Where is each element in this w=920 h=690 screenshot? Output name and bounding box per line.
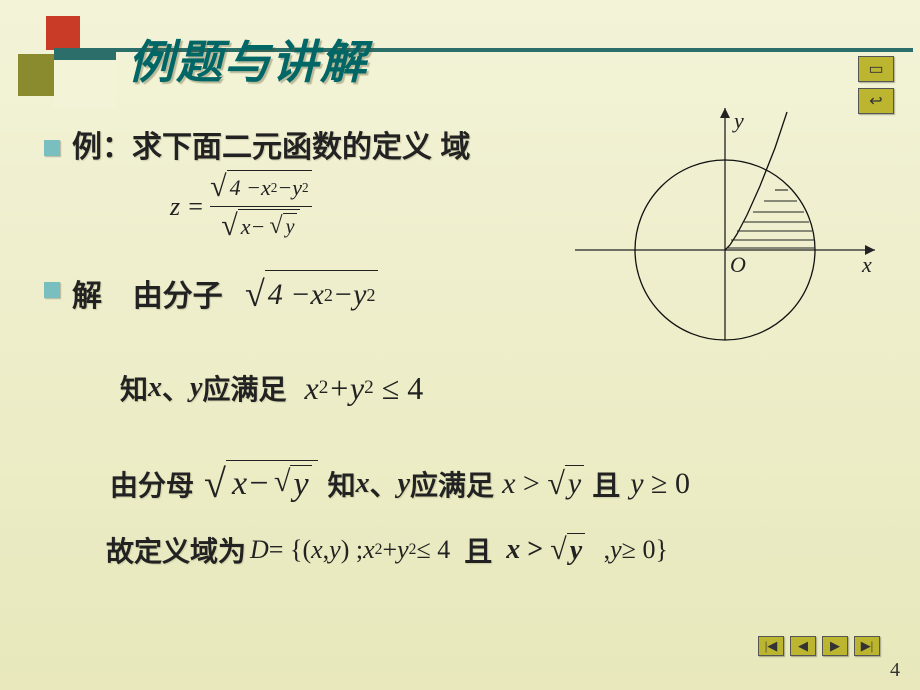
- bullet-square-icon: [44, 140, 60, 156]
- bullet-example: 例：求下面二元函数的定义 域: [44, 128, 474, 169]
- y-ge-0: y ≥ 0: [630, 467, 690, 501]
- slide-title: 例题与讲解: [128, 26, 368, 92]
- origin-label: O: [730, 252, 746, 278]
- should-satisfy2: 应满足: [410, 464, 494, 504]
- z-eq: z =: [170, 192, 204, 222]
- y-axis-label: y: [734, 108, 744, 134]
- by-denom: 由分母: [110, 464, 194, 504]
- therefore: 故定义域为: [106, 530, 246, 570]
- and1: 且: [592, 464, 620, 504]
- nav-first-icon: |◀: [765, 638, 778, 654]
- title-wrap: 例题与讲解: [128, 26, 368, 92]
- and2: 且: [464, 530, 492, 570]
- nav-last-button[interactable]: ▶|: [854, 636, 880, 656]
- x-axis-label: x: [862, 252, 872, 278]
- satisfy-line-1: 知 x 、 y 应满足 x2 + y2 ≤ 4: [120, 368, 429, 408]
- denominator-sqrt-outer: √ x − √ y: [221, 209, 300, 243]
- know1: 知: [120, 368, 148, 408]
- var-x2: x: [356, 468, 370, 500]
- numerator-sqrt: √ 4 − x2 − y2: [210, 170, 311, 204]
- denom-sqrt: √ x − √ y: [204, 460, 318, 507]
- nav-first-button[interactable]: |◀: [758, 636, 784, 656]
- nav-next-icon: ▶: [830, 638, 840, 654]
- denominator-line: 由分母 √ x − √ y 知 x 、 y 应满足 x > √y 且: [110, 460, 696, 507]
- page-number: 4: [890, 659, 900, 682]
- main-fraction: √ 4 − x2 − y2 √ x − √ y: [210, 170, 311, 243]
- domain-set: D = {(x, y) ; x2 + y2 ≤ 4: [250, 535, 450, 565]
- var-y: y: [190, 372, 202, 404]
- sep2: 、: [370, 464, 398, 504]
- x-gt-sqrt-y: x > √y: [502, 465, 584, 502]
- slide: 例题与讲解 ▭ ↩ 例：求下面二元函数的定义 域 z = √ 4 − x2 − …: [0, 0, 920, 690]
- nav-prev-icon: ◀: [798, 638, 808, 654]
- folder-icon[interactable]: ▭: [858, 56, 894, 82]
- sep1: 、: [162, 368, 190, 408]
- should-satisfy1: 应满足: [202, 368, 286, 408]
- solution-row: 解 由分子 √ 4 − x2 − y2: [72, 270, 384, 319]
- domain-xgt: x > √y: [506, 533, 585, 567]
- nav-buttons: |◀ ◀ ▶ ▶|: [758, 636, 880, 656]
- know2: 知: [328, 464, 356, 504]
- var-y2: y: [398, 468, 410, 500]
- numerator-inline: √ 4 − x2 − y2: [245, 270, 378, 319]
- domain-diagram: [575, 100, 895, 350]
- z-equals-formula: z = √ 4 − x2 − y2 √ x − √ y: [170, 170, 312, 243]
- nav-next-button[interactable]: ▶: [822, 636, 848, 656]
- bullet-square-icon: [44, 282, 60, 298]
- var-x: x: [148, 372, 162, 404]
- circle-ineq: x2 + y2 ≤ 4: [304, 370, 423, 407]
- domain-end: , y ≥ 0}: [597, 535, 668, 565]
- solution-label: 解: [72, 280, 102, 313]
- nav-last-icon: ▶|: [861, 638, 874, 654]
- domain-line: 故定义域为 D = {(x, y) ; x2 + y2 ≤ 4 且 x > √y…: [106, 530, 674, 570]
- nav-prev-button[interactable]: ◀: [790, 636, 816, 656]
- bullet-solution: 解 由分子 √ 4 − x2 − y2: [44, 270, 384, 319]
- from-numerator: 由分子: [133, 280, 223, 313]
- corner-decoration: [10, 8, 130, 118]
- example-label: 例：求下面二元函数的定义 域: [72, 128, 470, 169]
- folder-glyph: ▭: [868, 59, 883, 79]
